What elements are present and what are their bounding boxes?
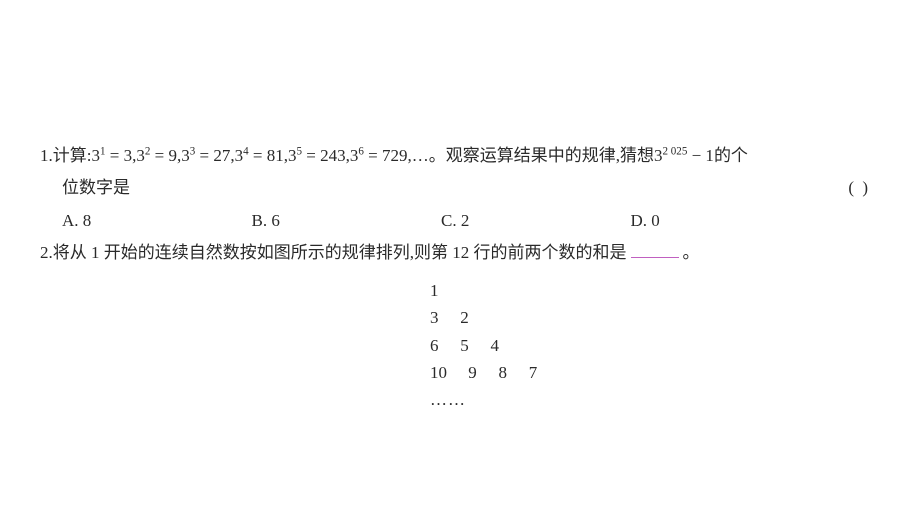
q1-answer-paren: ( )	[848, 172, 870, 204]
q1-option-b: B. 6	[252, 205, 442, 237]
q1-line1: 1. 计算: 31 = 3,32 = 9,33 = 27,34 = 81,35 …	[40, 140, 880, 172]
q1-option-d: D. 0	[631, 205, 821, 237]
q1-option-a: A. 8	[62, 205, 252, 237]
q1-number: 1.	[40, 140, 53, 172]
triangle-row-1: 1	[430, 277, 880, 304]
q1-prefix: 计算:	[53, 140, 92, 172]
q1-line2-left: 位数字是	[62, 172, 130, 204]
triangle-cell: 4	[491, 332, 517, 359]
q1-tail1: 的个	[714, 140, 748, 172]
q2-triangle: 1 3 2 6 5 4 10 9 8 7 ……	[430, 277, 880, 413]
triangle-cell: 6	[430, 332, 456, 359]
triangle-cell: 5	[460, 332, 486, 359]
triangle-row-4: 10 9 8 7	[430, 359, 880, 386]
q1-line2: 位数字是 ( )	[40, 172, 880, 204]
q1-middle: 观察运算结果中的规律,猜想	[446, 140, 654, 172]
triangle-cell: 2	[460, 304, 486, 331]
q2-number: 2.	[40, 243, 53, 262]
triangle-cell: 3	[430, 304, 456, 331]
triangle-cell: 8	[499, 359, 525, 386]
question-1: 1. 计算: 31 = 3,32 = 9,33 = 27,34 = 81,35 …	[40, 140, 880, 237]
triangle-row-2: 3 2	[430, 304, 880, 331]
triangle-cell: 9	[468, 359, 494, 386]
q1-sequence: 31 = 3,32 = 9,33 = 27,34 = 81,35 = 243,3…	[91, 140, 445, 172]
q2-line: 2.将从 1 开始的连续自然数按如图所示的规律排列,则第 12 行的前两个数的和…	[40, 237, 880, 269]
triangle-row-3: 6 5 4	[430, 332, 880, 359]
q1-options: A. 8 B. 6 C. 2 D. 0	[40, 205, 880, 237]
triangle-cell: 7	[529, 359, 555, 386]
triangle-cell: 10	[430, 359, 464, 386]
triangle-ellipsis: ……	[430, 386, 880, 413]
page: 1. 计算: 31 = 3,32 = 9,33 = 27,34 = 81,35 …	[0, 0, 920, 518]
q2-text-before: 将从 1 开始的连续自然数按如图所示的规律排列,则第 12 行的前两个数的和是	[53, 243, 627, 262]
question-2: 2.将从 1 开始的连续自然数按如图所示的规律排列,则第 12 行的前两个数的和…	[40, 237, 880, 413]
q1-option-c: C. 2	[441, 205, 631, 237]
triangle-cell: 1	[430, 277, 456, 304]
q1-target: 32 025 − 1	[654, 140, 714, 172]
q2-answer-blank	[631, 240, 679, 258]
q2-text-after: 。	[683, 243, 700, 262]
